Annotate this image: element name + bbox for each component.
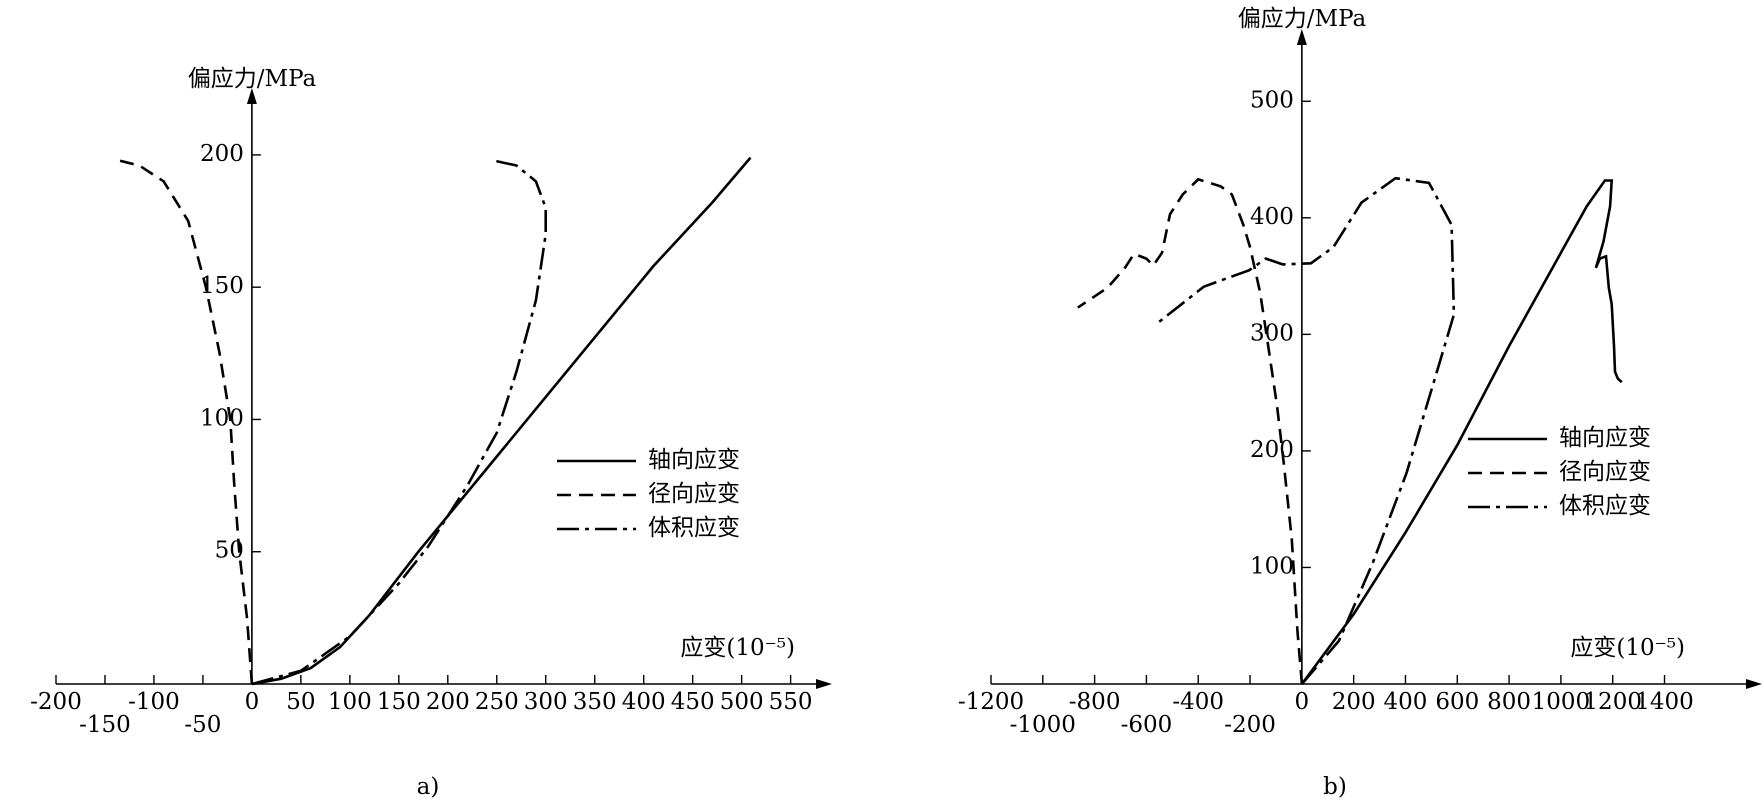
x-tick-label: 350 (573, 689, 617, 715)
y-tick-label: 100 (1250, 553, 1294, 579)
x-axis-label: 应变(10⁻⁵) (680, 635, 795, 661)
legend-label: 体积应变 (1559, 493, 1651, 519)
x-tick-label: -50 (184, 712, 221, 738)
y-tick-label: 200 (1250, 437, 1294, 463)
x-tick-label: 200 (1332, 689, 1376, 715)
line (251, 156, 752, 686)
x-tick-label: 450 (671, 689, 715, 715)
x-tick-label: 1000 (1532, 689, 1591, 715)
x-tick-label: 300 (524, 689, 568, 715)
x-tick-label: 100 (328, 689, 372, 715)
legend-label: 径向应变 (648, 481, 740, 507)
x-axis-label: 应变(10⁻⁵) (1570, 635, 1685, 661)
x-tick-label: -600 (1121, 712, 1173, 738)
x-tick-label: -200 (1224, 712, 1276, 738)
legend-label: 轴向应变 (1559, 425, 1651, 451)
legend-label: 轴向应变 (648, 447, 740, 473)
y-axis-arrow (246, 88, 257, 104)
x-tick-label: -100 (128, 689, 180, 715)
line (1300, 179, 1623, 685)
x-axis-arrow (816, 679, 832, 689)
x-tick-label: -150 (79, 712, 131, 738)
x-tick-label: 600 (1435, 689, 1479, 715)
x-tick-label: 800 (1487, 689, 1531, 715)
y-axis-label: 偏应力/MPa (188, 66, 317, 92)
x-tick-label: 1400 (1635, 689, 1694, 715)
line (117, 158, 254, 685)
x-tick-label: -200 (30, 689, 82, 715)
y-tick-label: 200 (200, 141, 244, 167)
x-tick-label: 200 (426, 689, 470, 715)
y-tick-label: 300 (1250, 320, 1294, 346)
x-tick-label: 1200 (1583, 689, 1642, 715)
x-tick-label: 0 (1295, 689, 1310, 715)
x-tick-label: 250 (475, 689, 519, 715)
caption: b) (1323, 774, 1347, 800)
y-tick-label: 500 (1250, 87, 1294, 113)
x-tick-label: -400 (1172, 689, 1224, 715)
x-tick-label: 150 (377, 689, 421, 715)
y-tick-label: 400 (1250, 204, 1294, 230)
x-tick-label: 550 (769, 689, 813, 715)
caption: a) (417, 774, 440, 800)
line (251, 158, 547, 686)
y-axis-label: 偏应力/MPa (1238, 6, 1367, 32)
x-tick-label: 0 (245, 689, 260, 715)
line (1077, 177, 1304, 685)
y-tick-label: 100 (200, 405, 244, 431)
x-tick-label: 400 (1384, 689, 1428, 715)
legend-label: 体积应变 (648, 515, 740, 541)
x-tick-label: -1000 (1010, 712, 1076, 738)
x-tick-label: -800 (1069, 689, 1121, 715)
y-tick-label: 150 (200, 273, 244, 299)
x-tick-label: 50 (286, 689, 315, 715)
y-axis-arrow (1296, 29, 1307, 45)
x-tick-label: 400 (622, 689, 666, 715)
line (1155, 176, 1456, 685)
x-tick-label: 500 (720, 689, 764, 715)
x-tick-label: -1200 (958, 689, 1024, 715)
x-axis-arrow (1746, 679, 1762, 689)
legend-label: 径向应变 (1559, 459, 1651, 485)
